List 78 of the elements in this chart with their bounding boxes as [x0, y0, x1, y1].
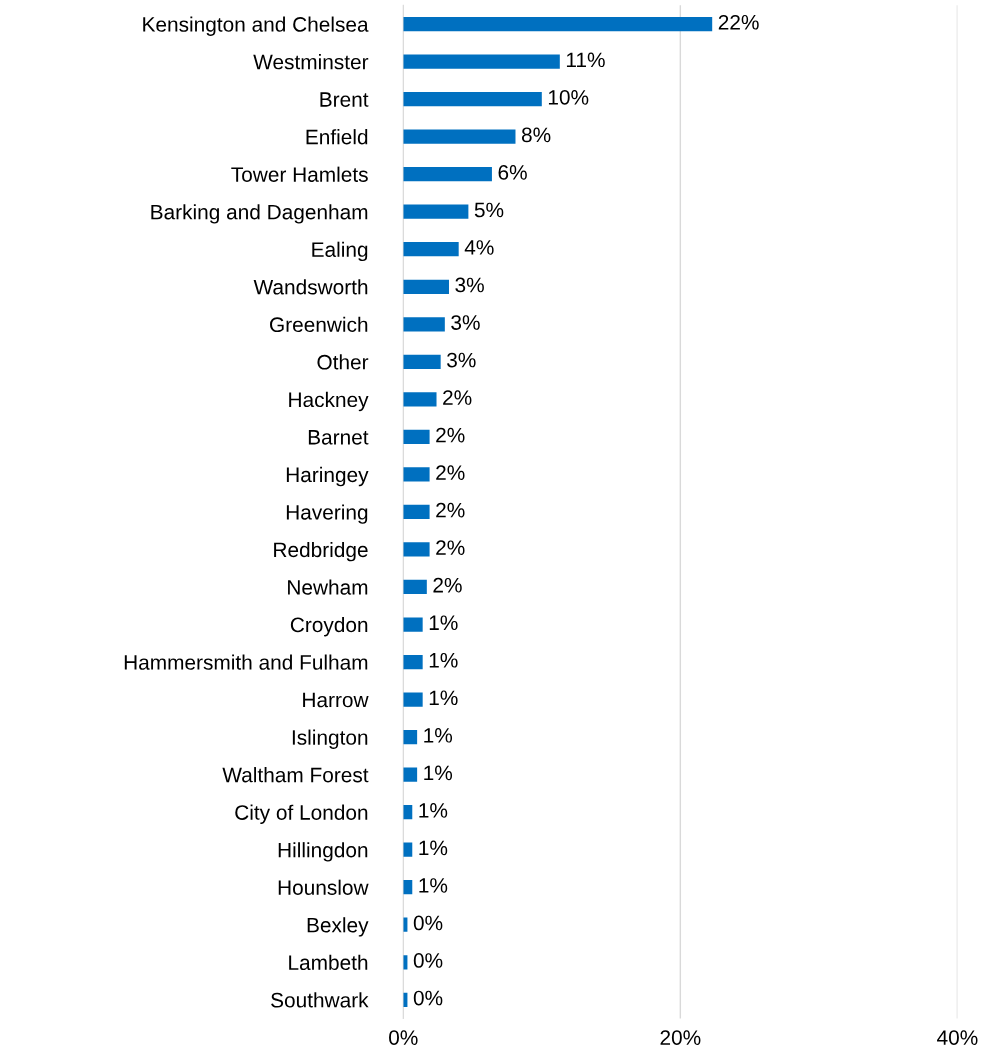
data-label: 2%	[436, 465, 465, 480]
y-tick-label: Hillingdon	[278, 842, 368, 862]
bar	[403, 542, 430, 557]
y-tick-label: Hammersmith and Fulham	[124, 654, 368, 670]
data-label: 1%	[419, 840, 448, 856]
data-label: 2%	[436, 502, 465, 518]
bar	[403, 729, 418, 745]
bar	[403, 204, 469, 219]
y-tick-label: Wandsworth	[253, 279, 368, 295]
data-label: 0%	[413, 990, 443, 1006]
data-label: 1%	[419, 803, 448, 818]
bar	[403, 654, 423, 670]
data-label: 1%	[419, 878, 448, 893]
bar	[403, 767, 418, 782]
y-tick-label: Hackney	[289, 391, 369, 412]
y-tick-label: Islington	[292, 729, 368, 749]
data-label: 10%	[548, 89, 589, 105]
bar	[403, 392, 437, 407]
data-label: 1%	[424, 765, 453, 781]
data-label: 4%	[464, 240, 494, 255]
y-tick-label: Newham	[288, 579, 368, 595]
bar	[403, 429, 430, 445]
data-label: 2%	[436, 540, 465, 555]
data-label: 6%	[498, 165, 527, 180]
bar	[403, 91, 542, 107]
data-label: 2%	[433, 577, 462, 593]
data-label: 3%	[447, 352, 476, 368]
data-label: 1%	[424, 728, 453, 743]
data-label: 0%	[413, 915, 443, 931]
data-label: 2%	[436, 427, 465, 443]
data-label: 1%	[429, 690, 458, 706]
bar	[403, 504, 430, 520]
data-label: 5%	[474, 202, 504, 218]
y-tick-label: Ealing	[312, 241, 368, 262]
bar	[403, 317, 445, 332]
data-label: 22%	[718, 14, 759, 30]
bar	[403, 467, 430, 482]
bar	[403, 617, 423, 632]
bar	[403, 167, 492, 182]
bar	[403, 54, 560, 69]
y-tick-label: City of London	[235, 804, 368, 825]
y-tick-label: Croydon	[290, 616, 368, 637]
y-tick-label: Enfield	[306, 129, 368, 145]
y-tick-label: Harrow	[303, 692, 369, 708]
data-label: 1%	[429, 615, 458, 631]
x-tick-label: 20%	[660, 1030, 701, 1045]
bar	[403, 692, 423, 707]
y-tick-label: Greenwich	[270, 316, 368, 333]
data-label: 11%	[566, 52, 605, 68]
bar	[403, 579, 427, 595]
bar	[403, 129, 516, 144]
data-label: 1%	[429, 652, 458, 668]
bar	[403, 16, 713, 32]
data-label: 2%	[443, 390, 472, 405]
y-tick-label: Hounslow	[278, 879, 369, 895]
x-tick-label: 40%	[937, 1030, 978, 1045]
data-label: 3%	[455, 277, 484, 293]
data-label: 3%	[451, 315, 480, 330]
y-tick-label: Other	[317, 354, 369, 370]
x-tick-label: 0%	[389, 1030, 418, 1045]
y-tick-label: Westminster	[253, 54, 369, 70]
y-tick-label: Haringey	[286, 466, 369, 487]
y-tick-label: Barnet	[308, 430, 369, 445]
y-tick-label: Havering	[286, 504, 368, 524]
y-tick-label: Southwark	[271, 992, 369, 1008]
y-tick-label: Waltham Forest	[222, 767, 369, 783]
data-label: 0%	[413, 953, 443, 968]
bar	[403, 242, 459, 257]
y-tick-label: Bexley	[307, 917, 369, 937]
y-tick-label: Lambeth	[289, 954, 368, 971]
bar	[403, 279, 449, 294]
data-label: 8%	[521, 127, 551, 143]
y-tick-label: Barking and Dagenham	[151, 204, 368, 224]
y-tick-label: Tower Hamlets	[231, 166, 368, 182]
y-tick-label: Redbridge	[274, 541, 368, 562]
y-tick-label: Kensington and Chelsea	[143, 16, 369, 36]
y-tick-label: Brent	[320, 92, 369, 107]
bar	[403, 354, 441, 369]
